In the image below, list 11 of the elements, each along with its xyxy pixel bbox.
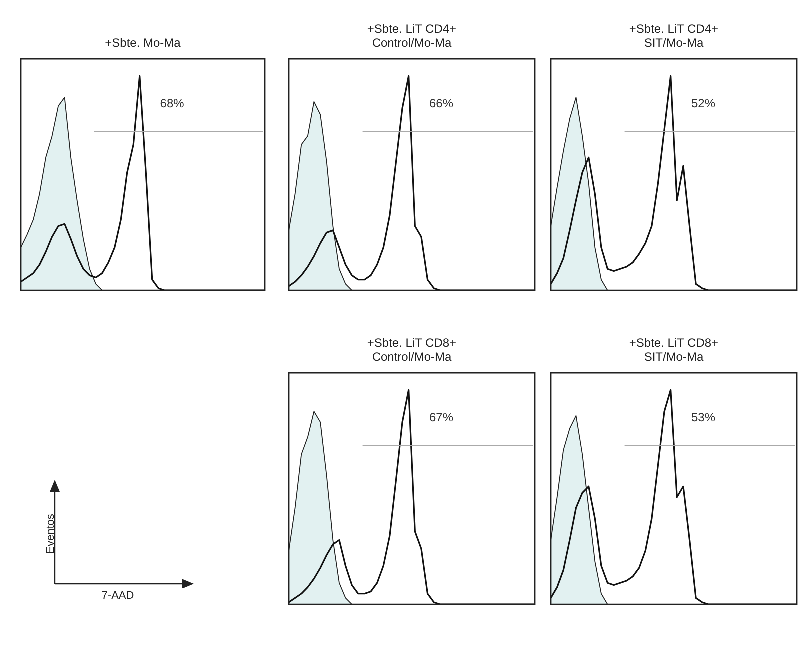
- annotation: 66%: [430, 96, 454, 111]
- text: 7-AAD: [100, 590, 136, 602]
- chart-title: +Sbte. LiT CD8+ Control/Mo-Ma: [366, 335, 458, 366]
- annotation: 68%: [160, 96, 185, 111]
- annotation: 52%: [692, 96, 716, 111]
- chart-title: +Sbte. LiT CD4+ Control/Mo-Ma: [366, 21, 458, 52]
- chart-title: +Sbte. LiT CD8+ SIT/Mo-Ma: [628, 335, 720, 366]
- annotation: 67%: [430, 410, 454, 425]
- chart-title: +Sbte. Mo-Ma: [104, 35, 182, 52]
- annotation: 53%: [692, 410, 716, 425]
- chart-title: +Sbte. LiT CD4+ SIT/Mo-Ma: [628, 21, 720, 52]
